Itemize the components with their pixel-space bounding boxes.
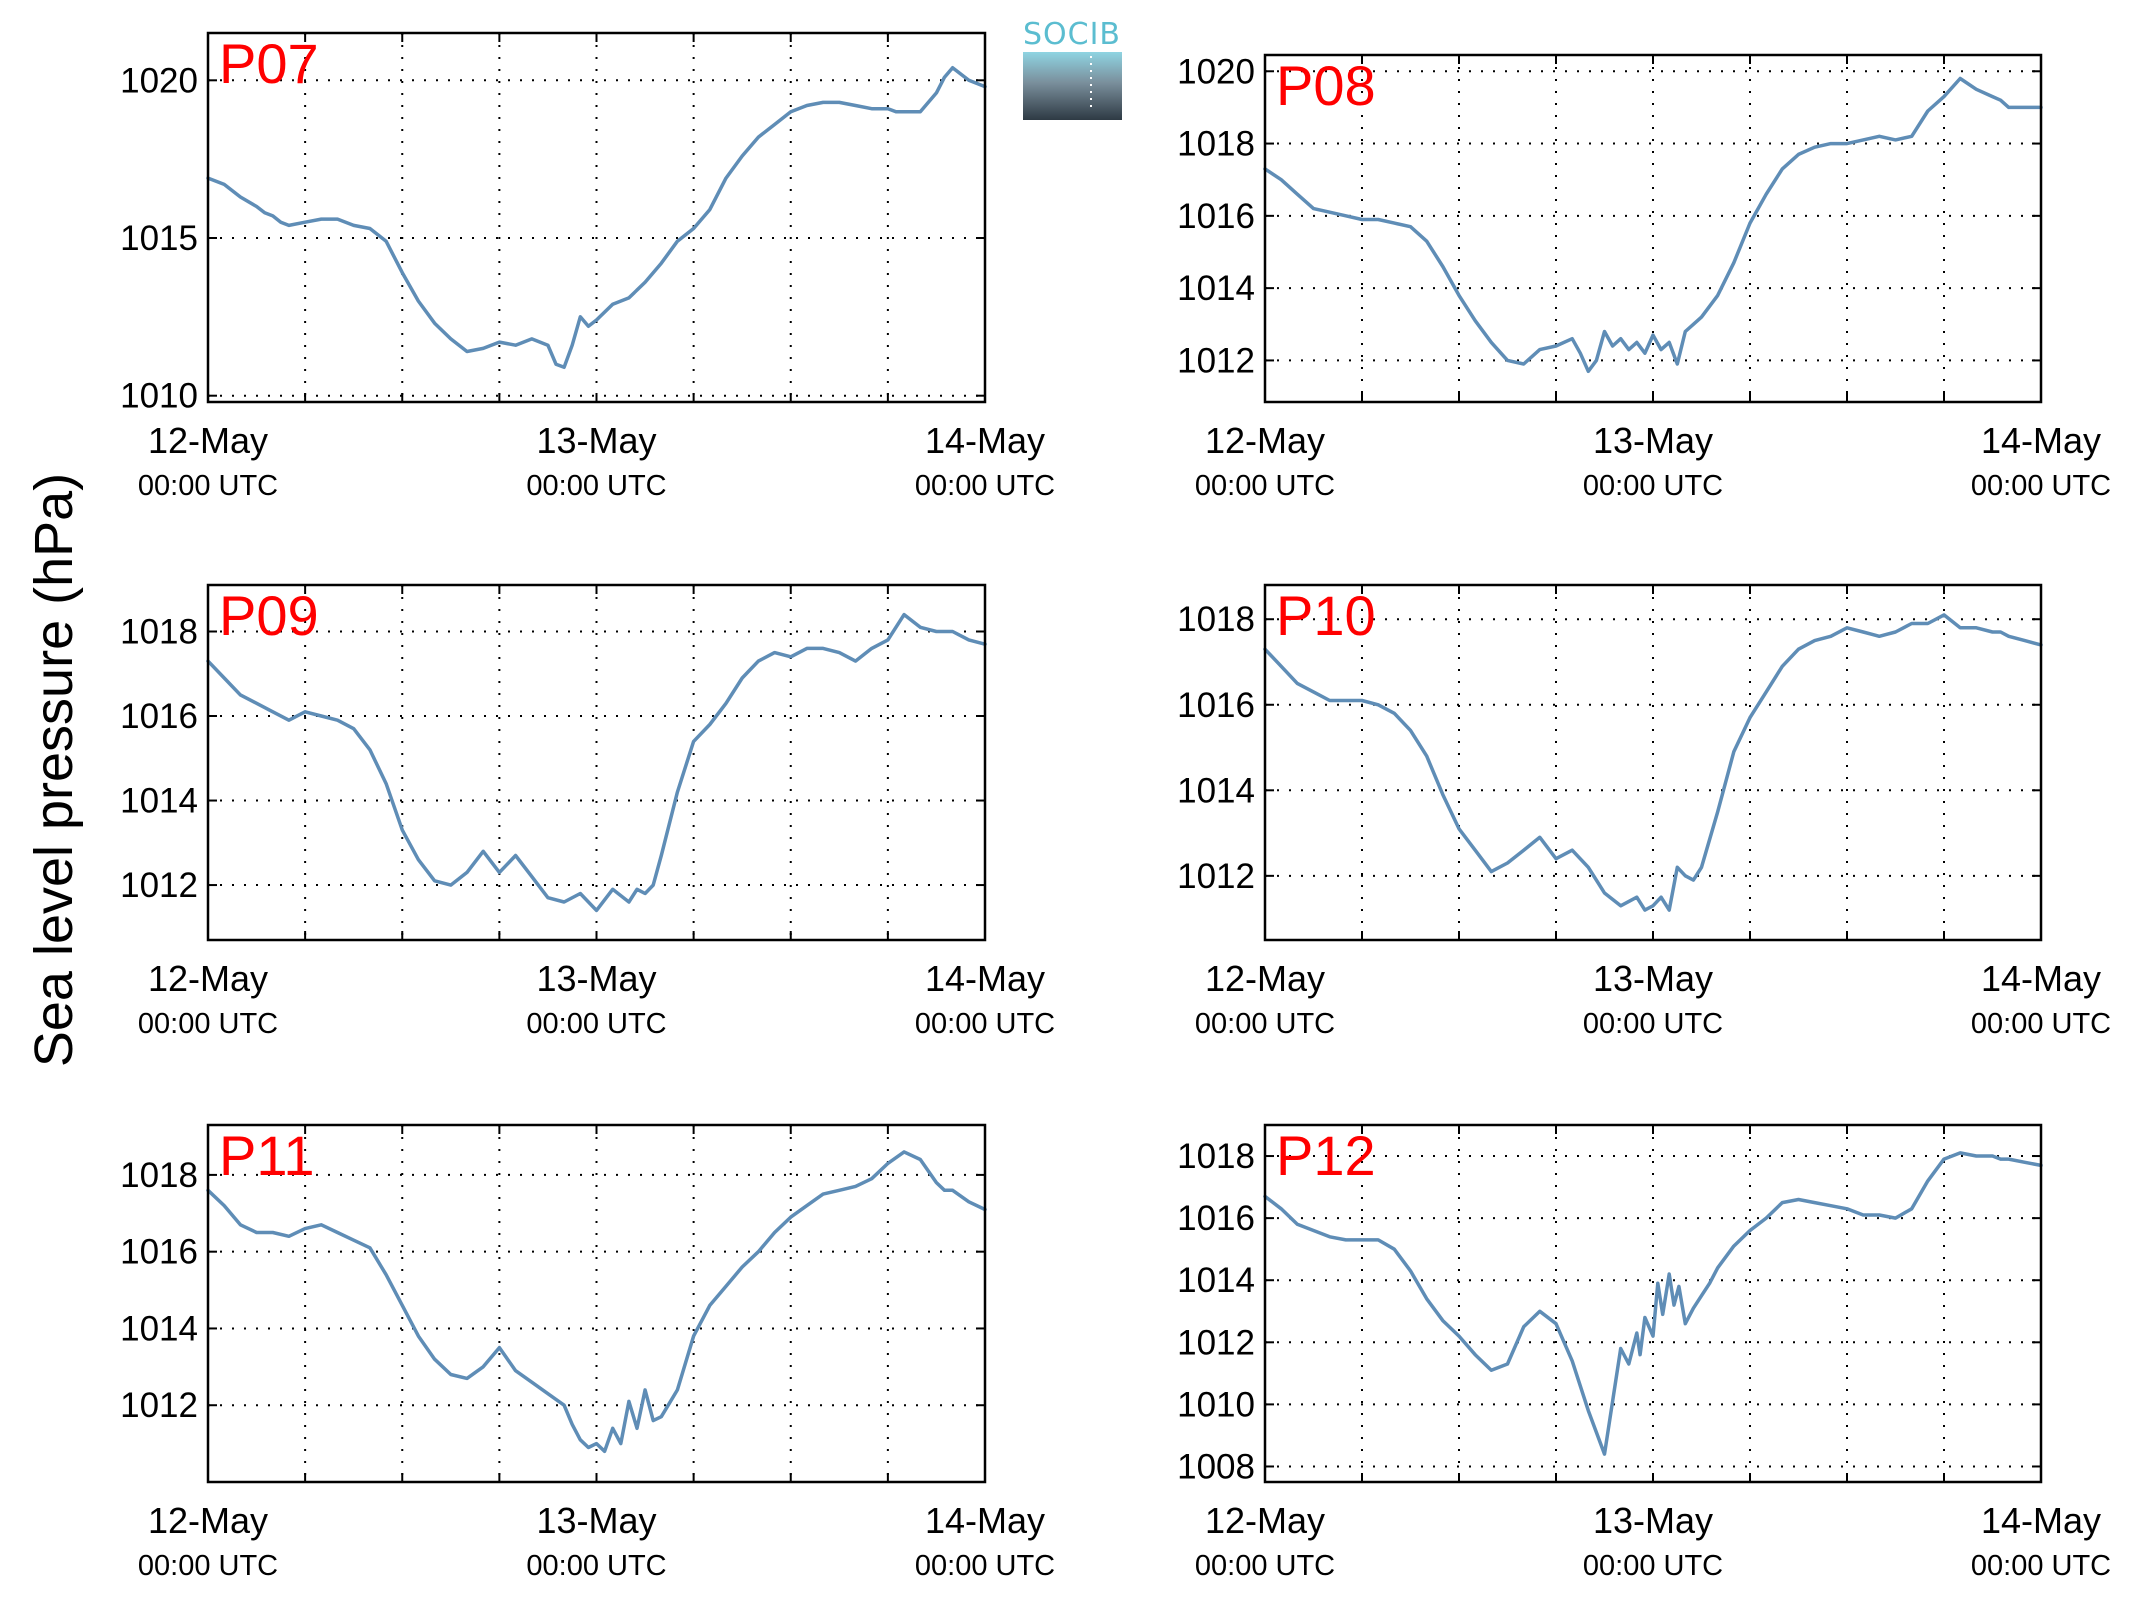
x-tick-label: 12-May bbox=[148, 1500, 268, 1541]
x-tick-label: 13-May bbox=[536, 1500, 656, 1541]
x-tick-label: 12-May bbox=[1205, 420, 1325, 461]
x-tick-label: 14-May bbox=[1981, 958, 2101, 999]
y-tick-label: 1012 bbox=[120, 1386, 198, 1425]
y-tick-label: 1016 bbox=[120, 697, 198, 736]
axes-frame bbox=[1263, 53, 2043, 404]
chart-panel-p08: 1012 1014 1016 1018 1020 12-May 00:00 UTC 13-Ma… bbox=[1177, 52, 2111, 502]
y-tick-label: 1014 bbox=[1177, 771, 1255, 810]
y-tick-label: 1010 bbox=[1177, 1385, 1255, 1424]
logo-text: SOCIB bbox=[1023, 17, 1121, 52]
x-tick-sublabel: 00:00 UTC bbox=[915, 1008, 1055, 1040]
x-tick-sublabel: 00:00 UTC bbox=[138, 1550, 278, 1582]
y-tick-label: 1018 bbox=[1177, 600, 1255, 639]
chart-panel-p09: 1012 1014 1016 1018 12-May 00:00 UTC 13-May 00:… bbox=[120, 583, 1055, 1040]
pressure-series-line bbox=[1263, 613, 2043, 912]
x-tick-label: 13-May bbox=[1593, 1500, 1713, 1541]
panel-label: P07 bbox=[219, 32, 319, 95]
y-tick-label: 1008 bbox=[1177, 1447, 1255, 1486]
y-tick-label: 1012 bbox=[1177, 341, 1255, 380]
chart-panel-p07: 1010 1015 1020 12-May 00:00 UTC 13-May 00:00 U… bbox=[120, 31, 1055, 502]
x-tick-sublabel: 00:00 UTC bbox=[138, 470, 278, 502]
y-tick-label: 1015 bbox=[120, 219, 198, 258]
x-tick-sublabel: 00:00 UTC bbox=[1583, 470, 1723, 502]
x-tick-label: 14-May bbox=[1981, 420, 2101, 461]
x-tick-sublabel: 00:00 UTC bbox=[1195, 1008, 1335, 1040]
chart-panel-p11: 1012 1014 1016 1018 12-May 00:00 UTC 13-May 00:… bbox=[120, 1123, 1055, 1582]
panel-label: P09 bbox=[219, 584, 319, 647]
panels-group: 1010 1015 1020 12-May 00:00 UTC 13-May 00:00 U… bbox=[120, 31, 2111, 1582]
x-tick-sublabel: 00:00 UTC bbox=[526, 1008, 666, 1040]
pressure-series-line bbox=[206, 65, 987, 370]
panel-label: P11 bbox=[219, 1124, 314, 1187]
y-tick-label: 1018 bbox=[1177, 1137, 1255, 1176]
y-tick-label: 1018 bbox=[120, 1156, 198, 1195]
x-tick-label: 13-May bbox=[536, 958, 656, 999]
y-tick-label: 1018 bbox=[120, 612, 198, 651]
x-tick-label: 13-May bbox=[1593, 958, 1713, 999]
x-tick-sublabel: 00:00 UTC bbox=[1583, 1550, 1723, 1582]
x-tick-sublabel: 00:00 UTC bbox=[138, 1008, 278, 1040]
axes-frame bbox=[206, 583, 987, 942]
y-tick-label: 1016 bbox=[1177, 686, 1255, 725]
y-tick-label: 1020 bbox=[1177, 52, 1255, 91]
chart-panel-p12: 1008 1010 1012 1014 1016 1018 12-May 00:00 UTC 1… bbox=[1177, 1123, 2111, 1582]
y-tick-label: 1016 bbox=[1177, 1199, 1255, 1238]
axes-frame bbox=[206, 1123, 987, 1484]
y-tick-label: 1016 bbox=[1177, 197, 1255, 236]
panel-label: P12 bbox=[1276, 1124, 1376, 1187]
x-tick-sublabel: 00:00 UTC bbox=[1195, 470, 1335, 502]
logo-block bbox=[1023, 52, 1122, 120]
x-tick-sublabel: 00:00 UTC bbox=[915, 1550, 1055, 1582]
x-tick-sublabel: 00:00 UTC bbox=[1195, 1550, 1335, 1582]
x-tick-label: 12-May bbox=[148, 420, 268, 461]
x-tick-label: 13-May bbox=[1593, 420, 1713, 461]
pressure-series-line bbox=[1263, 1151, 2043, 1456]
y-tick-label: 1012 bbox=[1177, 1323, 1255, 1362]
y-tick-label: 1014 bbox=[1177, 1261, 1255, 1300]
x-tick-label: 14-May bbox=[1981, 1500, 2101, 1541]
x-tick-sublabel: 00:00 UTC bbox=[1971, 470, 2111, 502]
x-tick-sublabel: 00:00 UTC bbox=[526, 470, 666, 502]
x-tick-label: 14-May bbox=[925, 1500, 1045, 1541]
x-tick-sublabel: 00:00 UTC bbox=[1583, 1008, 1723, 1040]
axes-frame bbox=[1263, 1123, 2043, 1484]
x-tick-sublabel: 00:00 UTC bbox=[1971, 1008, 2111, 1040]
pressure-series-line bbox=[1263, 76, 2043, 374]
y-tick-label: 1020 bbox=[120, 61, 198, 100]
x-tick-label: 12-May bbox=[1205, 1500, 1325, 1541]
pressure-series-line bbox=[206, 1150, 987, 1454]
y-tick-label: 1018 bbox=[1177, 125, 1255, 164]
x-tick-label: 14-May bbox=[925, 420, 1045, 461]
y-axis-label: Sea level pressure (hPa) bbox=[24, 473, 84, 1067]
y-tick-label: 1016 bbox=[120, 1233, 198, 1272]
panel-label: P08 bbox=[1276, 54, 1376, 117]
chart-panel-p10: 1012 1014 1016 1018 12-May 00:00 UTC 13-May 00:… bbox=[1177, 583, 2111, 1040]
y-tick-label: 1014 bbox=[120, 782, 198, 821]
x-tick-label: 12-May bbox=[1205, 958, 1325, 999]
x-tick-sublabel: 00:00 UTC bbox=[526, 1550, 666, 1582]
y-tick-label: 1014 bbox=[1177, 269, 1255, 308]
socib-logo: SOCIB bbox=[1023, 17, 1122, 120]
y-tick-label: 1014 bbox=[120, 1309, 198, 1348]
axes-frame bbox=[1263, 583, 2043, 942]
x-tick-label: 14-May bbox=[925, 958, 1045, 999]
axes-frame bbox=[206, 31, 987, 404]
pressure-series-line bbox=[206, 612, 987, 913]
x-tick-sublabel: 00:00 UTC bbox=[915, 470, 1055, 502]
x-tick-label: 13-May bbox=[536, 420, 656, 461]
x-tick-label: 12-May bbox=[148, 958, 268, 999]
y-tick-label: 1010 bbox=[120, 377, 198, 416]
x-tick-sublabel: 00:00 UTC bbox=[1971, 1550, 2111, 1582]
y-tick-label: 1012 bbox=[120, 866, 198, 905]
panel-label: P10 bbox=[1276, 584, 1376, 647]
y-tick-label: 1012 bbox=[1177, 857, 1255, 896]
